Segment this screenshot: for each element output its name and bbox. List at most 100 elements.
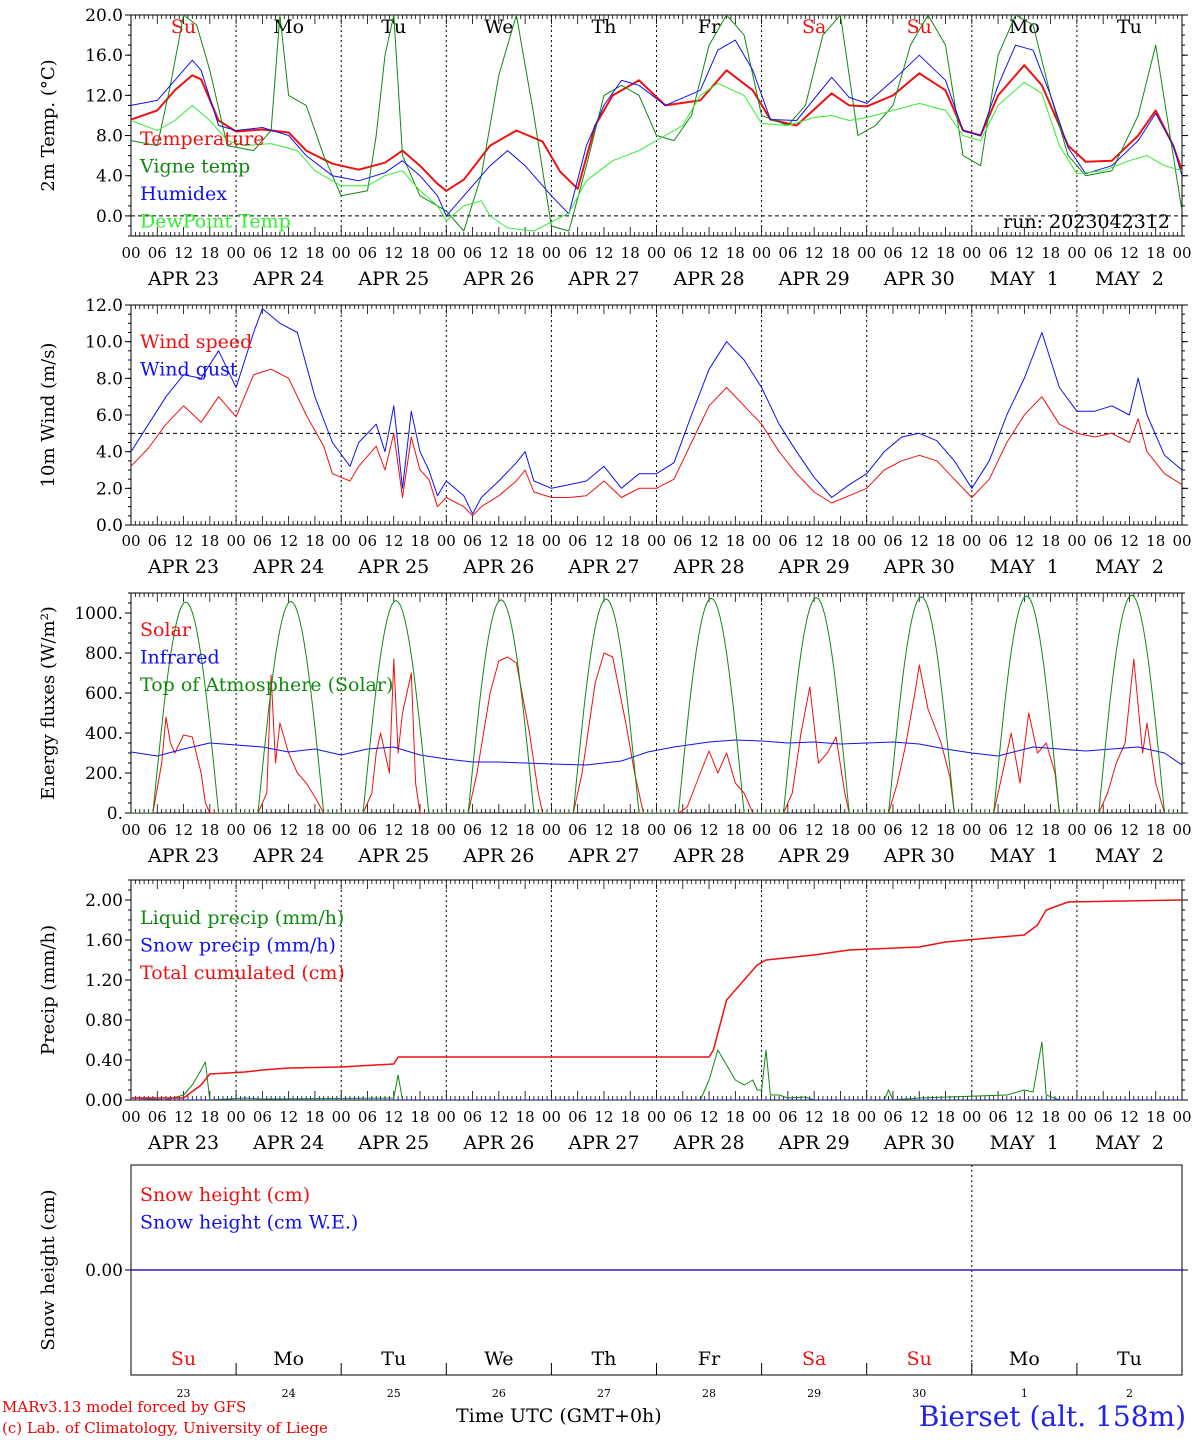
legend-entry: Humidex [140, 183, 227, 205]
hour-tick-label: 06 [253, 821, 272, 839]
hour-tick-label: 18 [621, 821, 640, 839]
series-line-3 [131, 899, 1182, 1099]
hour-tick-label: 18 [1041, 821, 1060, 839]
hour-tick-label: 06 [1094, 821, 1113, 839]
hour-tick-label: 18 [200, 821, 219, 839]
hour-tick-label: 18 [831, 1108, 850, 1126]
hour-tick-label: 06 [253, 244, 272, 262]
hour-tick-label: 18 [305, 1108, 324, 1126]
hour-tick-label: 06 [989, 1108, 1008, 1126]
hour-tick-label: 12 [174, 244, 193, 262]
hour-tick-label: 18 [305, 532, 324, 550]
series-line-3 [131, 39, 1182, 217]
date-label: APR 23 [147, 268, 219, 290]
hour-tick-label: 12 [1120, 821, 1139, 839]
hour-tick-label: 18 [936, 1108, 955, 1126]
hour-tick-label: 12 [384, 244, 403, 262]
hour-tick-label: 06 [148, 821, 167, 839]
hour-tick-label: 18 [516, 532, 535, 550]
weekday-label: Fr [698, 16, 721, 38]
day-number-label: 23 [177, 1387, 191, 1400]
date-label: MAY 1 [990, 1132, 1059, 1154]
hour-tick-label: 18 [621, 532, 640, 550]
hour-tick-label: 18 [936, 821, 955, 839]
hour-tick-label: 06 [358, 821, 377, 839]
weekday-label: Tu [1117, 1348, 1142, 1370]
time-axis-label: Time UTC (GMT+0h) [456, 1405, 662, 1427]
weekday-label: We [484, 1348, 513, 1370]
hour-tick-label: 12 [1015, 821, 1034, 839]
hour-tick-label: 12 [910, 532, 929, 550]
date-label: APR 25 [357, 845, 429, 867]
y-axis-label: Precip (mm/h) [38, 925, 59, 1055]
hour-tick-label: 18 [200, 244, 219, 262]
chart-panel-1: 0.0 4.0 8.0 12.0 16.0 20.0 00 06 12 18 00 06 12 18 00 0… [38, 6, 1192, 290]
hour-tick-label: 06 [883, 821, 902, 839]
hour-tick-label: 00 [857, 1108, 876, 1126]
date-label: APR 23 [147, 845, 219, 867]
date-label: APR 30 [883, 845, 955, 867]
legend-entry: Snow height (cm W.E.) [140, 1212, 358, 1234]
hour-tick-label: 00 [962, 244, 981, 262]
hour-tick-label: 06 [778, 244, 797, 262]
hour-tick-label: 00 [332, 532, 351, 550]
weekday-label: Mo [273, 1348, 304, 1370]
legend-entry: Liquid precip (mm/h) [140, 907, 344, 929]
hour-tick-label: 00 [227, 532, 246, 550]
hour-tick-label: 00 [1172, 244, 1191, 262]
hour-tick-label: 18 [200, 532, 219, 550]
y-tick-label: 1.20 [85, 971, 123, 991]
y-tick-label: 10.0 [85, 333, 123, 353]
lab-credit-line: (c) Lab. of Climatology, University of L… [2, 1419, 328, 1437]
hour-tick-label: 06 [463, 821, 482, 839]
hour-tick-label: 06 [883, 532, 902, 550]
date-label: MAY 1 [990, 845, 1059, 867]
hour-tick-label: 18 [305, 244, 324, 262]
hour-tick-label: 18 [1146, 1108, 1165, 1126]
series-line-2 [131, 739, 1182, 766]
date-label: APR 30 [883, 268, 955, 290]
weekday-label: Sa [802, 1348, 826, 1370]
hour-tick-label: 12 [910, 1108, 929, 1126]
hour-tick-label: 06 [1094, 244, 1113, 262]
hour-tick-label: 12 [1120, 1108, 1139, 1126]
hour-tick-label: 18 [1041, 244, 1060, 262]
hour-tick-label: 00 [121, 821, 140, 839]
y-tick-label: 12.0 [85, 296, 123, 316]
hour-tick-label: 12 [805, 532, 824, 550]
hour-tick-label: 12 [910, 821, 929, 839]
weekday-label: Mo [1009, 1348, 1040, 1370]
hour-tick-label: 18 [1146, 821, 1165, 839]
day-number-label: 2 [1126, 1387, 1133, 1400]
y-tick-label: 1.60 [85, 931, 123, 951]
date-label: APR 29 [778, 1132, 850, 1154]
weekday-label: Tu [1117, 16, 1142, 38]
hour-tick-label: 00 [857, 244, 876, 262]
series-line-3 [131, 594, 1182, 813]
y-tick-label: 800. [85, 644, 123, 664]
chart-panel-5: 0.00 23 24 25 26 27 28 29 30 1 2 Su Mo Tu We Th Fr Sa Su Mo… [38, 1164, 1188, 1400]
hour-tick-label: 12 [174, 1108, 193, 1126]
hour-tick-label: 18 [1146, 532, 1165, 550]
weekday-label: Th [591, 16, 616, 38]
day-number-label: 29 [807, 1387, 821, 1400]
hour-tick-label: 12 [384, 532, 403, 550]
hour-tick-label: 18 [726, 821, 745, 839]
hour-tick-label: 00 [437, 821, 456, 839]
hour-tick-label: 00 [437, 1108, 456, 1126]
hour-tick-label: 00 [857, 532, 876, 550]
hour-tick-label: 00 [121, 1108, 140, 1126]
day-number-label: 30 [912, 1387, 926, 1400]
hour-tick-label: 12 [910, 244, 929, 262]
hour-tick-label: 12 [279, 532, 298, 550]
series-group [131, 308, 1182, 517]
hour-tick-label: 00 [962, 821, 981, 839]
hour-tick-label: 00 [752, 821, 771, 839]
hour-tick-label: 00 [752, 532, 771, 550]
date-label: MAY 2 [1095, 1132, 1164, 1154]
date-label: APR 25 [357, 1132, 429, 1154]
weekday-label: Mo [273, 16, 304, 38]
hour-tick-label: 06 [989, 244, 1008, 262]
date-label: MAY 1 [990, 268, 1059, 290]
series-line-2 [131, 15, 1182, 232]
